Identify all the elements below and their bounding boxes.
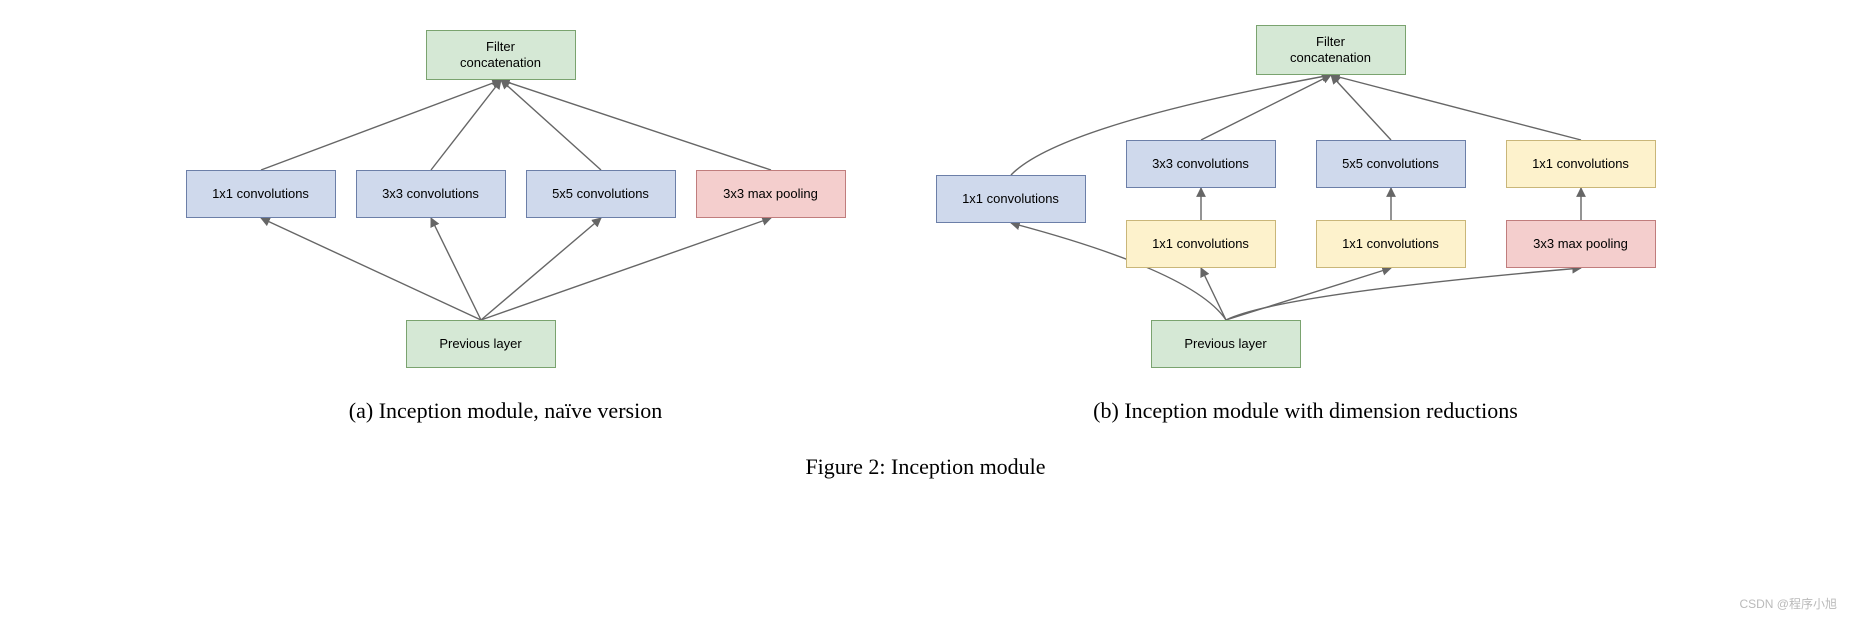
watermark: CSDN @程序小旭 [1739,595,1837,612]
panel-b: Filterconcatenation 1x1 convolutions 3x3 c… [916,20,1696,424]
node-c3: 5x5 convolutions [526,170,676,218]
node-y3: 1x1 convolutions [1316,220,1466,268]
panel-b-caption: (b) Inception module with dimension redu… [1093,398,1518,424]
node-c1: 1x1 convolutions [186,170,336,218]
figure-container: Filterconcatenation 1x1 convolutions 3x3 c… [40,20,1811,480]
node-b3: 5x5 convolutions [1316,140,1466,188]
panel-a: Filterconcatenation 1x1 convolutions 3x3 c… [156,20,856,424]
node-c2: 3x3 convolutions [356,170,506,218]
node-top: Filterconcatenation [426,30,576,80]
panels-row: Filterconcatenation 1x1 convolutions 3x3 c… [40,20,1811,424]
node-top: Filterconcatenation [1256,25,1406,75]
diagram-b: Filterconcatenation 1x1 convolutions 3x3 c… [916,20,1696,380]
node-b2: 3x3 convolutions [1126,140,1276,188]
node-b4: 1x1 convolutions [1506,140,1656,188]
node-r4: 3x3 max pooling [1506,220,1656,268]
node-y2: 1x1 convolutions [1126,220,1276,268]
node-bot: Previous layer [1151,320,1301,368]
node-b1: 1x1 convolutions [936,175,1086,223]
node-bot: Previous layer [406,320,556,368]
panel-a-caption: (a) Inception module, naïve version [349,398,662,424]
node-c4: 3x3 max pooling [696,170,846,218]
figure-caption: Figure 2: Inception module [805,454,1045,480]
diagram-a: Filterconcatenation 1x1 convolutions 3x3 c… [156,20,856,380]
